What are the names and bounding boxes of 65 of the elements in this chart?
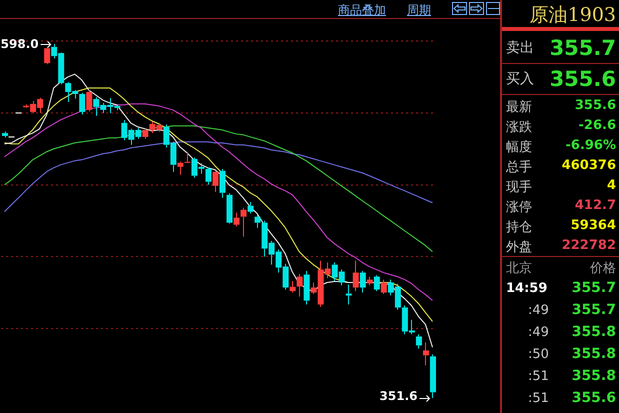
text: 355.7 — [550, 36, 616, 60]
candlestick — [304, 270, 310, 305]
candlestick — [374, 274, 380, 292]
candlestick — [212, 170, 218, 192]
candlestick — [2, 131, 8, 138]
text: 59364 — [570, 218, 616, 232]
annotation: 598.0 — [0, 37, 39, 52]
text: 北京 — [506, 260, 532, 276]
candlestick — [248, 202, 254, 214]
candlestick — [240, 207, 247, 238]
text: 355.8 — [572, 324, 616, 340]
candlestick — [226, 192, 233, 224]
text: 持仓 — [506, 218, 532, 236]
text: 外盘 — [506, 238, 532, 256]
text: 卖出 — [506, 39, 534, 57]
candlestick — [205, 167, 212, 186]
text: :51 — [528, 368, 549, 384]
candlestick — [290, 280, 296, 294]
text: 现手 — [506, 178, 532, 196]
text: 周期 — [407, 2, 431, 19]
candlestick — [380, 279, 387, 294]
text: 最新 — [506, 98, 532, 116]
text: 买入 — [506, 70, 534, 88]
text: 355.6 — [574, 98, 616, 112]
text: 355.6 — [572, 390, 616, 406]
text: 原油1903 — [530, 3, 616, 28]
text: 总手 — [506, 158, 532, 176]
text: 355.6 — [550, 66, 616, 90]
text: 涨停 — [506, 198, 532, 216]
text: :51 — [528, 390, 549, 406]
text: -26.6 — [578, 118, 616, 132]
candlestick — [79, 92, 86, 115]
candlestick — [416, 334, 422, 350]
candlestick — [86, 89, 92, 112]
text: 价格 — [590, 260, 616, 276]
text: :50 — [528, 346, 549, 362]
text: 412.7 — [574, 198, 616, 212]
text: 幅度 — [506, 138, 532, 156]
candlestick — [296, 273, 303, 298]
candlestick — [254, 214, 261, 228]
candlestick — [177, 161, 184, 176]
candlestick — [220, 168, 226, 198]
candlestick — [422, 342, 429, 366]
candlestick — [360, 270, 366, 294]
text: 355.7 — [572, 302, 616, 318]
text: 商品叠加 — [338, 2, 386, 19]
candlestick — [142, 128, 148, 140]
text: 222782 — [562, 238, 616, 252]
text: :49 — [528, 324, 549, 340]
candlestick — [352, 260, 359, 292]
text: 4 — [606, 178, 616, 192]
text: 460376 — [562, 158, 616, 172]
annotation: 351.6 — [380, 389, 418, 404]
candlestick — [184, 151, 190, 163]
text: 14:59 — [506, 280, 548, 296]
text: 355.8 — [572, 346, 616, 362]
text: 355.7 — [572, 280, 616, 296]
candlestick — [346, 284, 352, 305]
text: -6.96% — [566, 138, 616, 152]
text: 355.8 — [572, 368, 616, 384]
candlestick — [234, 212, 240, 227]
text: :49 — [528, 302, 549, 318]
candlestick — [366, 276, 373, 286]
candlestick — [430, 354, 436, 398]
text: 涨跌 — [506, 118, 532, 136]
